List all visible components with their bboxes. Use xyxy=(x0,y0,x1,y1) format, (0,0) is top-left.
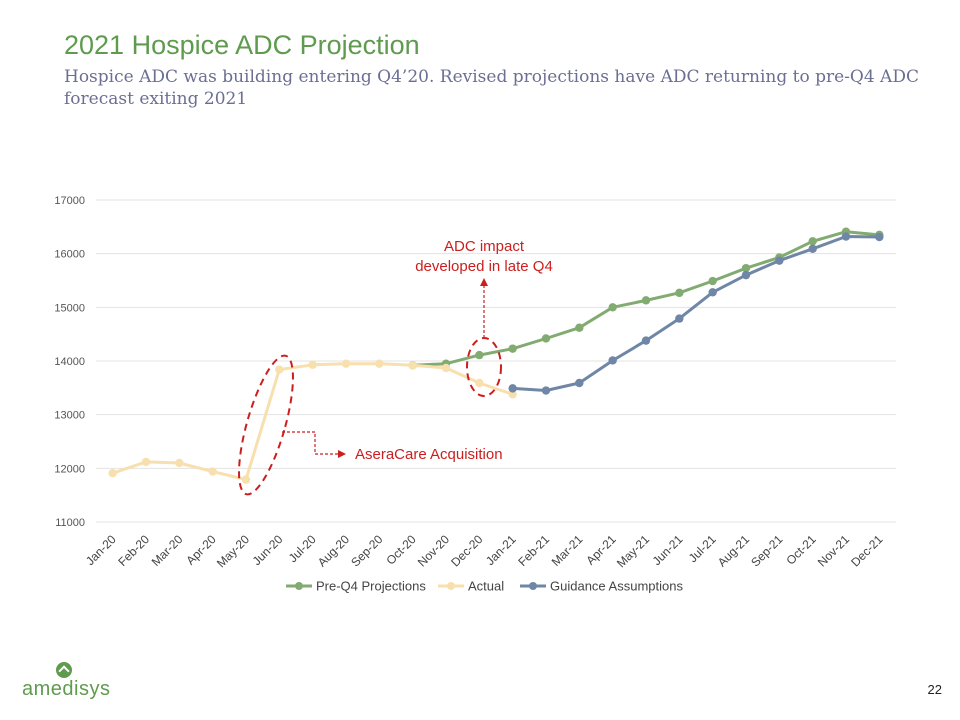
data-point xyxy=(875,232,884,242)
x-tick-label: Feb-20 xyxy=(115,532,152,569)
annotation-arrowhead-q4 xyxy=(480,278,488,286)
annotation-adc-impact: ADC impact developed in late Q4 xyxy=(415,238,553,397)
data-point xyxy=(541,334,551,343)
legend-item: Actual xyxy=(438,579,504,594)
data-point xyxy=(175,458,184,468)
data-point xyxy=(708,288,717,297)
annotation-ellipse-aseracare xyxy=(238,354,294,496)
data-point xyxy=(475,378,484,388)
x-tick-label: Apr-20 xyxy=(183,532,219,568)
legend-label: Actual xyxy=(468,579,504,594)
x-tick-label: Dec-21 xyxy=(848,532,885,569)
logo-leaf-icon xyxy=(56,662,72,678)
data-point xyxy=(508,390,517,399)
legend-swatch-marker xyxy=(447,582,455,590)
page-title: 2021 Hospice ADC Projection xyxy=(64,30,420,60)
y-tick-label: 16000 xyxy=(54,249,85,261)
x-tick-label: Jul-21 xyxy=(686,532,719,565)
data-point xyxy=(675,314,684,323)
x-tick-label: May-20 xyxy=(214,532,252,570)
data-point xyxy=(475,350,484,360)
y-tick-label: 11000 xyxy=(55,517,85,529)
data-point xyxy=(608,356,617,365)
data-point xyxy=(708,276,717,286)
logo-text: amedisys xyxy=(22,678,111,700)
annotation-aseracare: AseraCare Acquisition xyxy=(238,354,503,496)
data-point xyxy=(608,303,617,312)
x-tick-label: Jun-20 xyxy=(250,532,286,568)
data-point xyxy=(341,359,351,368)
annotation-adc-impact-line2: developed in late Q4 xyxy=(415,258,553,275)
data-point xyxy=(508,344,517,353)
data-point xyxy=(641,296,651,305)
data-point xyxy=(241,475,251,484)
page-subtitle: Hospice ADC was building entering Q4’20.… xyxy=(64,67,919,109)
series-line xyxy=(512,235,880,392)
annotation-arrowhead-aseracare xyxy=(338,450,346,458)
x-tick-label: Feb-21 xyxy=(515,532,552,569)
data-point xyxy=(508,384,517,393)
y-tick-label: 13000 xyxy=(54,410,85,422)
x-tick-label: Dec-20 xyxy=(448,532,485,569)
y-axis-ticks: 11000 12000 13000 14000 15000 16000 17000 xyxy=(54,195,85,529)
data-point xyxy=(108,468,117,478)
y-tick-label: 12000 xyxy=(54,463,85,475)
annotation-adc-impact-line1: ADC impact xyxy=(444,238,525,255)
annotation-arrow-aseracare xyxy=(282,431,338,455)
x-tick-label: Mar-21 xyxy=(549,532,586,569)
data-point xyxy=(575,378,584,388)
x-tick-label: Nov-20 xyxy=(415,532,452,569)
data-point xyxy=(441,363,451,373)
data-point xyxy=(808,237,817,246)
data-point xyxy=(808,244,817,254)
annotation-aseracare-text: AseraCare Acquisition xyxy=(355,446,503,463)
x-tick-label: Jun-21 xyxy=(650,532,686,568)
data-point xyxy=(541,386,551,395)
x-tick-label: Mar-20 xyxy=(149,532,186,569)
series-actual xyxy=(108,359,517,484)
data-point xyxy=(741,263,751,273)
x-tick-label: Oct-21 xyxy=(783,532,819,568)
x-tick-label: Oct-20 xyxy=(383,532,419,568)
x-tick-label: Apr-21 xyxy=(583,532,619,568)
x-tick-label: Nov-21 xyxy=(815,532,852,569)
x-tick-label: Jul-20 xyxy=(286,532,319,565)
x-tick-label: Aug-21 xyxy=(715,532,752,569)
data-point xyxy=(375,359,384,368)
legend-label: Guidance Assumptions xyxy=(550,579,683,594)
legend-label: Pre-Q4 Projections xyxy=(316,579,426,594)
legend-item: Guidance Assumptions xyxy=(520,579,683,594)
data-point xyxy=(775,256,784,265)
data-point xyxy=(408,361,417,370)
y-tick-label: 14000 xyxy=(54,356,85,368)
data-point xyxy=(841,232,851,241)
series-guidance-assumptions xyxy=(508,232,884,395)
x-tick-label: Jan-21 xyxy=(483,532,519,568)
legend-swatch-marker xyxy=(295,582,303,590)
legend-swatch-marker xyxy=(529,582,537,590)
data-point xyxy=(275,365,284,374)
x-tick-label: Sep-20 xyxy=(348,532,385,569)
x-tick-label: Sep-21 xyxy=(748,532,785,569)
chart-grid xyxy=(96,199,896,523)
page-number: 22 xyxy=(927,682,942,697)
brand-logo: amedisys xyxy=(22,662,122,702)
data-point xyxy=(208,467,217,476)
legend-item: Pre-Q4 Projections xyxy=(286,579,426,594)
data-point xyxy=(741,270,751,280)
data-point xyxy=(675,288,684,298)
x-tick-label: Aug-20 xyxy=(315,532,352,569)
chart-legend: Pre-Q4 Projections Actual Guidance Assumpt… xyxy=(286,579,683,594)
data-point xyxy=(641,336,651,345)
x-tick-label: Jan-20 xyxy=(83,532,119,568)
data-point xyxy=(141,457,151,467)
y-tick-label: 15000 xyxy=(54,302,85,314)
chart-series xyxy=(108,227,884,484)
y-tick-label: 17000 xyxy=(54,195,85,207)
x-tick-label: May-21 xyxy=(614,532,652,570)
data-point xyxy=(308,360,317,369)
data-point xyxy=(575,323,584,332)
